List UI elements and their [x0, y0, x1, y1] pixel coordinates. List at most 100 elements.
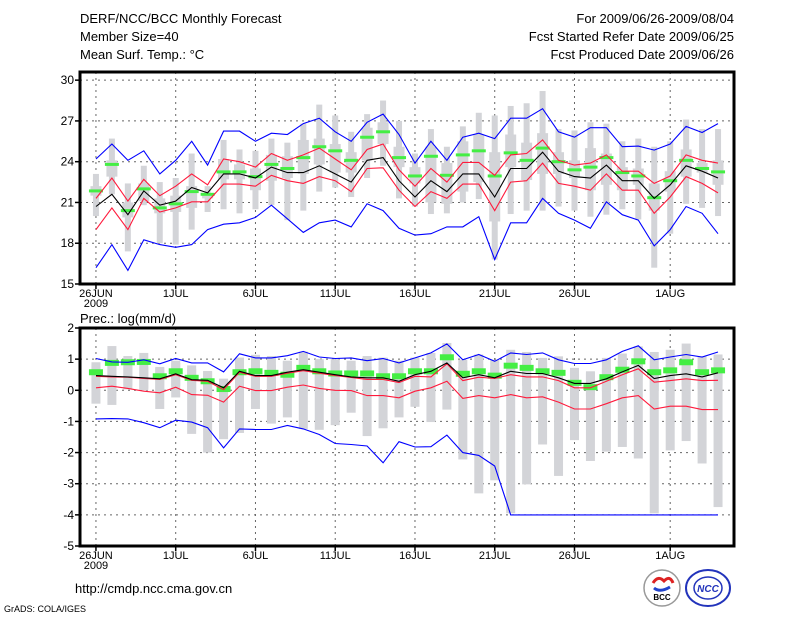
green-marker	[551, 369, 566, 376]
series-line-lower	[95, 380, 718, 411]
x-tick-year-label: 2009	[84, 560, 108, 572]
green-marker	[360, 135, 375, 139]
green-marker	[264, 162, 279, 166]
green-marker	[599, 374, 614, 381]
x-tick-label: 1AUG	[655, 288, 685, 300]
x-tick-label: 21JUL	[479, 288, 511, 300]
ensemble-box	[537, 133, 549, 174]
green-marker	[376, 373, 391, 380]
green-marker	[216, 170, 231, 174]
ensemble-box	[313, 138, 325, 165]
x-tick-label: 26JUN	[79, 288, 113, 300]
green-marker	[280, 166, 295, 170]
ensemble-box	[265, 154, 277, 181]
green-marker	[519, 364, 534, 371]
green-marker	[392, 156, 407, 160]
source-url[interactable]: http://cmdp.ncc.cma.gov.cn	[75, 581, 233, 596]
ensemble-box	[600, 153, 612, 185]
forecast-start-date: Fcst Started Refer Date 2009/06/25	[528, 29, 734, 44]
y-tick-label: 27	[61, 114, 75, 128]
ensemble-range-bar	[649, 351, 659, 514]
series-line-mean	[95, 151, 719, 216]
series-line-max	[95, 107, 719, 175]
ensemble-box	[106, 160, 118, 177]
member-size: Member Size=40	[80, 29, 179, 44]
green-marker	[360, 370, 375, 377]
green-marker	[184, 190, 199, 194]
green-marker	[200, 192, 215, 196]
ensemble-range-bar	[538, 357, 548, 445]
green-marker	[615, 366, 630, 373]
green-marker	[647, 369, 662, 376]
ensemble-box	[506, 360, 516, 384]
green-marker	[344, 158, 359, 162]
green-marker	[487, 372, 502, 379]
green-marker	[711, 170, 726, 174]
plot-frame	[78, 326, 736, 548]
x-tick-label: 16JUL	[399, 550, 431, 562]
green-marker	[312, 145, 327, 149]
ensemble-range-bar	[378, 357, 388, 429]
ensemble-range-bar	[235, 357, 245, 433]
series-line-min	[95, 418, 718, 516]
ensemble-range-bar	[665, 349, 675, 451]
green-marker	[631, 174, 646, 178]
green-marker	[296, 156, 311, 160]
y-tick-label: 30	[61, 73, 75, 87]
green-marker	[328, 149, 343, 153]
green-marker	[152, 206, 167, 210]
x-tick-label: 6JUL	[243, 550, 269, 562]
green-marker	[439, 173, 454, 177]
x-tick-label: 26JUL	[559, 550, 591, 562]
series-line-lower	[95, 162, 719, 231]
green-marker	[695, 166, 710, 170]
green-marker	[503, 362, 518, 369]
series-line-max	[95, 343, 719, 373]
ensemble-range-bar	[266, 356, 276, 424]
green-marker	[503, 151, 518, 155]
green-marker	[439, 354, 454, 361]
green-marker	[104, 359, 119, 366]
y-tick-label: -4	[63, 508, 74, 522]
ensemble-box	[616, 167, 628, 191]
ensemble-range-bar	[442, 342, 452, 410]
ensemble-box	[361, 127, 373, 161]
ensemble-box	[505, 134, 517, 168]
green-marker	[104, 162, 119, 166]
ensemble-range-bar	[236, 149, 243, 214]
y-tick-label: -3	[63, 477, 74, 491]
x-tick-label: 1JUL	[163, 550, 189, 562]
green-marker	[296, 364, 311, 371]
green-marker	[407, 174, 422, 178]
x-tick-year-label: 2009	[84, 298, 108, 310]
green-marker	[392, 373, 407, 380]
ensemble-box	[218, 158, 230, 180]
green-marker	[328, 370, 343, 377]
ensemble-range-bar	[569, 367, 579, 441]
green-marker	[168, 202, 183, 206]
green-marker	[695, 369, 710, 376]
x-tick-label: 11JUL	[320, 288, 351, 300]
y-tick-label: 0	[67, 383, 74, 397]
y-tick-label: -5	[63, 539, 74, 553]
ensemble-box	[138, 183, 150, 202]
forecast-produced-date: Fcst Produced Date 2009/06/26	[550, 47, 734, 62]
ensemble-range-bar	[314, 359, 324, 430]
ensemble-box	[474, 363, 484, 388]
green-marker	[152, 373, 167, 380]
ensemble-range-bar	[585, 371, 595, 461]
green-marker	[312, 368, 327, 375]
series-line-upper	[95, 363, 719, 391]
ensemble-box	[665, 364, 675, 389]
green-marker	[471, 149, 486, 153]
ensemble-range-bar	[522, 351, 532, 485]
ensemble-range-bar	[713, 354, 723, 508]
x-tick-label: 26JUL	[559, 288, 591, 300]
green-marker	[248, 175, 263, 179]
y-tick-label: -2	[63, 446, 74, 460]
green-marker	[120, 209, 135, 213]
ensemble-range-bar	[282, 360, 292, 418]
